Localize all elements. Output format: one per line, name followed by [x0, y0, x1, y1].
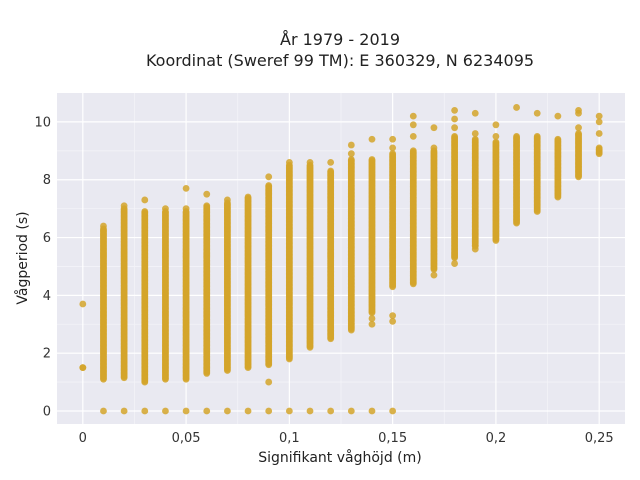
data-point	[409, 132, 417, 140]
data-point	[513, 132, 520, 140]
data-point	[368, 156, 376, 163]
data-point	[471, 135, 479, 143]
data-point	[141, 407, 149, 415]
data-point	[368, 135, 376, 143]
data-point	[554, 112, 562, 120]
data-point	[595, 144, 603, 152]
x-tick-label: 0,05	[172, 431, 201, 446]
data-point	[182, 407, 190, 415]
data-point	[327, 158, 335, 166]
data-point	[513, 104, 520, 111]
data-point	[533, 109, 541, 117]
data-point	[347, 141, 355, 149]
chart-title-line-1: År 1979 - 2019	[280, 30, 400, 49]
y-tick-label: 8	[43, 173, 51, 188]
data-point	[471, 109, 479, 117]
data-point	[203, 202, 211, 210]
data-point	[162, 205, 169, 213]
data-point	[347, 150, 355, 158]
x-axis-label: Signifikant våghöjd (m)	[258, 449, 421, 466]
data-point	[451, 260, 458, 267]
x-tick-label: 0,25	[585, 431, 614, 446]
data-point	[265, 173, 273, 181]
data-point	[389, 407, 397, 415]
data-point	[224, 407, 231, 415]
data-point	[368, 315, 376, 322]
data-point	[244, 193, 252, 201]
data-point	[141, 196, 149, 204]
data-point	[575, 106, 582, 114]
data-point	[306, 407, 314, 415]
data-point	[389, 317, 397, 325]
y-tick-label: 6	[43, 231, 51, 246]
data-point	[162, 407, 169, 415]
data-point	[79, 364, 87, 372]
data-points	[79, 104, 603, 415]
y-tick-label: 10	[34, 115, 51, 130]
data-point	[100, 222, 107, 230]
data-point	[533, 132, 541, 140]
x-tick-label: 0,1	[279, 431, 300, 446]
data-point	[347, 407, 355, 415]
data-point	[203, 190, 211, 198]
data-point	[327, 167, 335, 175]
data-point	[409, 147, 417, 155]
data-point	[389, 312, 397, 319]
data-point	[595, 130, 603, 137]
data-point	[265, 182, 273, 189]
y-tick-label: 2	[43, 347, 51, 362]
data-point	[451, 132, 458, 140]
data-point	[347, 156, 355, 163]
data-point	[182, 205, 190, 213]
chart-title-line-2: Koordinat (Sweref 99 TM): E 360329, N 62…	[146, 51, 534, 70]
data-point	[120, 202, 128, 210]
x-tick-labels: 0 0,05 0,1 0,15 0,2 0,25	[79, 431, 614, 446]
data-point	[265, 378, 273, 386]
data-point	[471, 130, 479, 137]
data-point	[430, 271, 438, 279]
data-point	[451, 106, 458, 114]
y-tick-labels: 0 2 4 6 8 10	[34, 115, 51, 419]
data-point	[244, 407, 252, 415]
data-point	[79, 300, 87, 308]
data-point	[203, 407, 211, 415]
data-point	[492, 121, 500, 129]
data-point	[100, 407, 107, 415]
data-point	[575, 130, 582, 137]
data-point	[327, 407, 335, 415]
data-point	[409, 112, 417, 120]
data-point	[389, 135, 397, 143]
data-point	[492, 132, 500, 140]
data-point	[409, 121, 417, 129]
data-point	[389, 150, 397, 158]
data-point	[595, 118, 603, 126]
data-point	[471, 245, 479, 253]
y-tick-label: 4	[43, 289, 51, 304]
data-point	[575, 124, 582, 132]
y-axis-label: Vågperiod (s)	[14, 211, 31, 304]
y-tick-label: 0	[43, 404, 51, 419]
data-point	[368, 320, 376, 328]
data-point	[595, 112, 603, 120]
data-point	[306, 158, 314, 166]
data-point	[492, 138, 500, 146]
data-point	[224, 196, 231, 204]
data-point	[120, 407, 128, 415]
x-tick-label: 0	[79, 431, 87, 446]
data-point	[265, 407, 273, 415]
data-point	[389, 144, 397, 152]
data-point	[451, 115, 458, 123]
data-point	[141, 208, 149, 215]
data-point	[368, 407, 376, 415]
x-tick-label: 0,15	[378, 431, 407, 446]
data-point	[182, 184, 190, 192]
data-point	[285, 407, 293, 415]
data-point	[285, 158, 293, 166]
data-point	[451, 124, 458, 132]
data-point	[554, 135, 562, 143]
data-point	[430, 124, 438, 132]
x-tick-label: 0,2	[486, 431, 507, 446]
data-point	[430, 144, 438, 152]
